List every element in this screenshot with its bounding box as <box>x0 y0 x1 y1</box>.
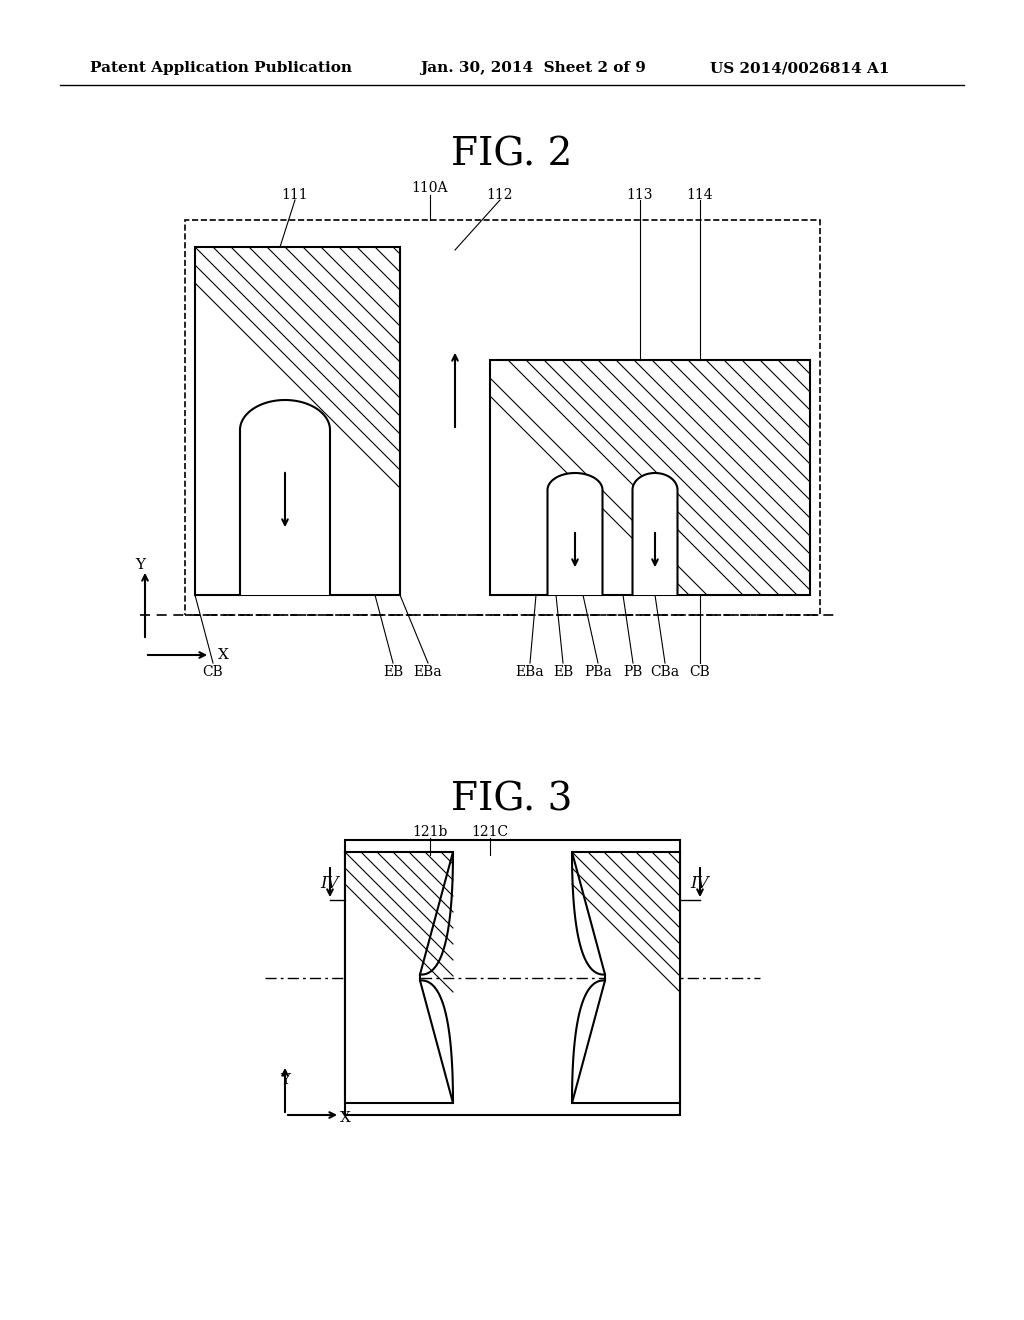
Text: EBa: EBa <box>414 665 442 678</box>
Bar <box>185 220 820 615</box>
Text: EB: EB <box>553 665 573 678</box>
Bar <box>548 490 602 595</box>
Text: X: X <box>218 648 229 663</box>
Text: FIG. 2: FIG. 2 <box>452 136 572 173</box>
Polygon shape <box>345 851 453 1104</box>
Text: 111: 111 <box>282 187 308 202</box>
Text: CB: CB <box>689 665 711 678</box>
Bar <box>195 247 400 595</box>
Bar <box>633 490 678 595</box>
Ellipse shape <box>240 400 330 459</box>
Text: Jan. 30, 2014  Sheet 2 of 9: Jan. 30, 2014 Sheet 2 of 9 <box>420 61 646 75</box>
Ellipse shape <box>548 473 602 507</box>
Ellipse shape <box>633 473 678 507</box>
Text: IV: IV <box>690 874 710 891</box>
Bar <box>345 840 680 1115</box>
Text: 110A: 110A <box>412 181 449 195</box>
Text: 112: 112 <box>486 187 513 202</box>
Text: IV: IV <box>321 874 339 891</box>
Text: 114: 114 <box>687 187 714 202</box>
Text: CB: CB <box>203 665 223 678</box>
Text: US 2014/0026814 A1: US 2014/0026814 A1 <box>710 61 890 75</box>
Text: CBa: CBa <box>650 665 680 678</box>
Text: FIG. 3: FIG. 3 <box>452 781 572 818</box>
Text: 121C: 121C <box>471 825 509 840</box>
Text: Y: Y <box>135 558 145 572</box>
Text: Y: Y <box>280 1073 290 1086</box>
Bar <box>490 360 810 595</box>
Text: EB: EB <box>383 665 403 678</box>
Text: PBa: PBa <box>584 665 612 678</box>
Text: X: X <box>340 1111 351 1125</box>
Text: 121b: 121b <box>413 825 447 840</box>
Polygon shape <box>572 851 680 1104</box>
Text: 113: 113 <box>627 187 653 202</box>
Text: EBa: EBa <box>516 665 545 678</box>
Text: PB: PB <box>624 665 643 678</box>
Bar <box>240 430 330 595</box>
Text: Patent Application Publication: Patent Application Publication <box>90 61 352 75</box>
